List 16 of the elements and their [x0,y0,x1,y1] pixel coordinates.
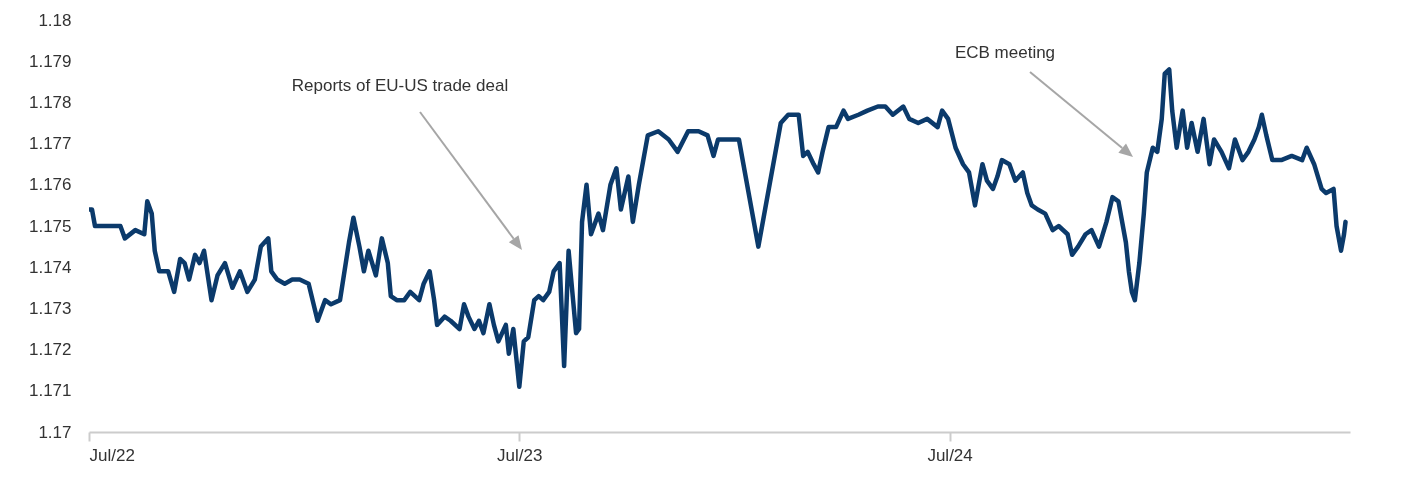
y-tick-label: 1.173 [28,298,72,318]
y-tick-label: 1.174 [28,257,72,277]
y-tick-label: 1.178 [28,92,72,112]
y-tick-label: 1.18 [38,10,72,30]
y-tick-label: 1.17 [38,422,72,442]
annotation: ECB meeting [954,43,1056,62]
y-tick-label: 1.175 [28,216,72,236]
y-tick-label: 1.176 [28,175,72,195]
y-tick-label: 1.172 [28,340,72,360]
y-tick-label: 1.179 [28,51,72,71]
y-tick-label: 1.177 [28,134,72,154]
y-tick-label: 1.171 [28,381,72,401]
x-tick-label: Jul/24 [927,445,973,465]
x-tick-label: Jul/23 [497,445,543,465]
x-tick-label: Jul/22 [89,445,135,465]
annotation: Reports of EU-US trade deal [291,76,509,95]
